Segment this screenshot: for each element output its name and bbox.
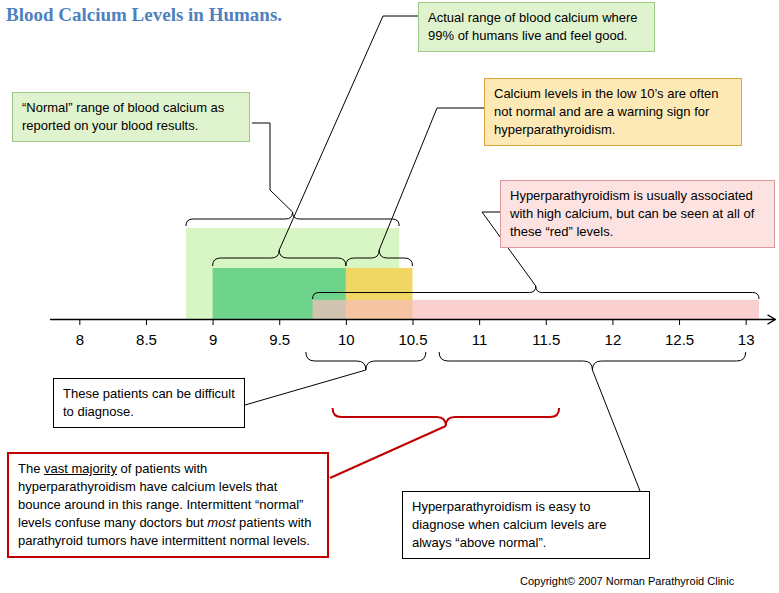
svg-text:11: 11 <box>472 331 488 348</box>
html-text:Actual range of blood calcium: Actual range of blood calcium where 99% … <box>428 10 638 43</box>
svg-text:11.5: 11.5 <box>532 331 560 348</box>
svg-text:12.5: 12.5 <box>665 331 694 348</box>
svg-text:12: 12 <box>605 331 622 348</box>
svg-text:10: 10 <box>338 331 355 348</box>
svg-text:9: 9 <box>209 331 217 348</box>
html-text:“Normal” range of blood calciu: “Normal” range of blood calcium as repor… <box>22 100 225 133</box>
html-text:Copyright© 2007 Norman Parathy: Copyright© 2007 Norman Parathyroid Clini… <box>520 575 735 587</box>
svg-text:9.5: 9.5 <box>269 331 290 348</box>
svg-text:8: 8 <box>76 331 84 348</box>
html-text:Calcium levels in the low 10’s: Calcium levels in the low 10’s are often… <box>494 86 719 137</box>
html-text:The vast majority of patients: The vast majority of patients with hyper… <box>18 461 312 548</box>
html-text:Blood Calcium Levels in Humans: Blood Calcium Levels in Humans. <box>6 4 283 25</box>
html-text:These patients can be difficul: These patients can be difficult to diagn… <box>63 386 235 419</box>
svg-text:8.5: 8.5 <box>136 331 157 348</box>
svg-text:13: 13 <box>738 331 755 348</box>
html-text:Hyperparathyroidism is easy to: Hyperparathyroidism is easy to diagnose … <box>412 499 607 550</box>
svg-text:10.5: 10.5 <box>398 331 427 348</box>
html-text:Hyperparathyroidism is usually: Hyperparathyroidism is usually associate… <box>510 188 755 239</box>
